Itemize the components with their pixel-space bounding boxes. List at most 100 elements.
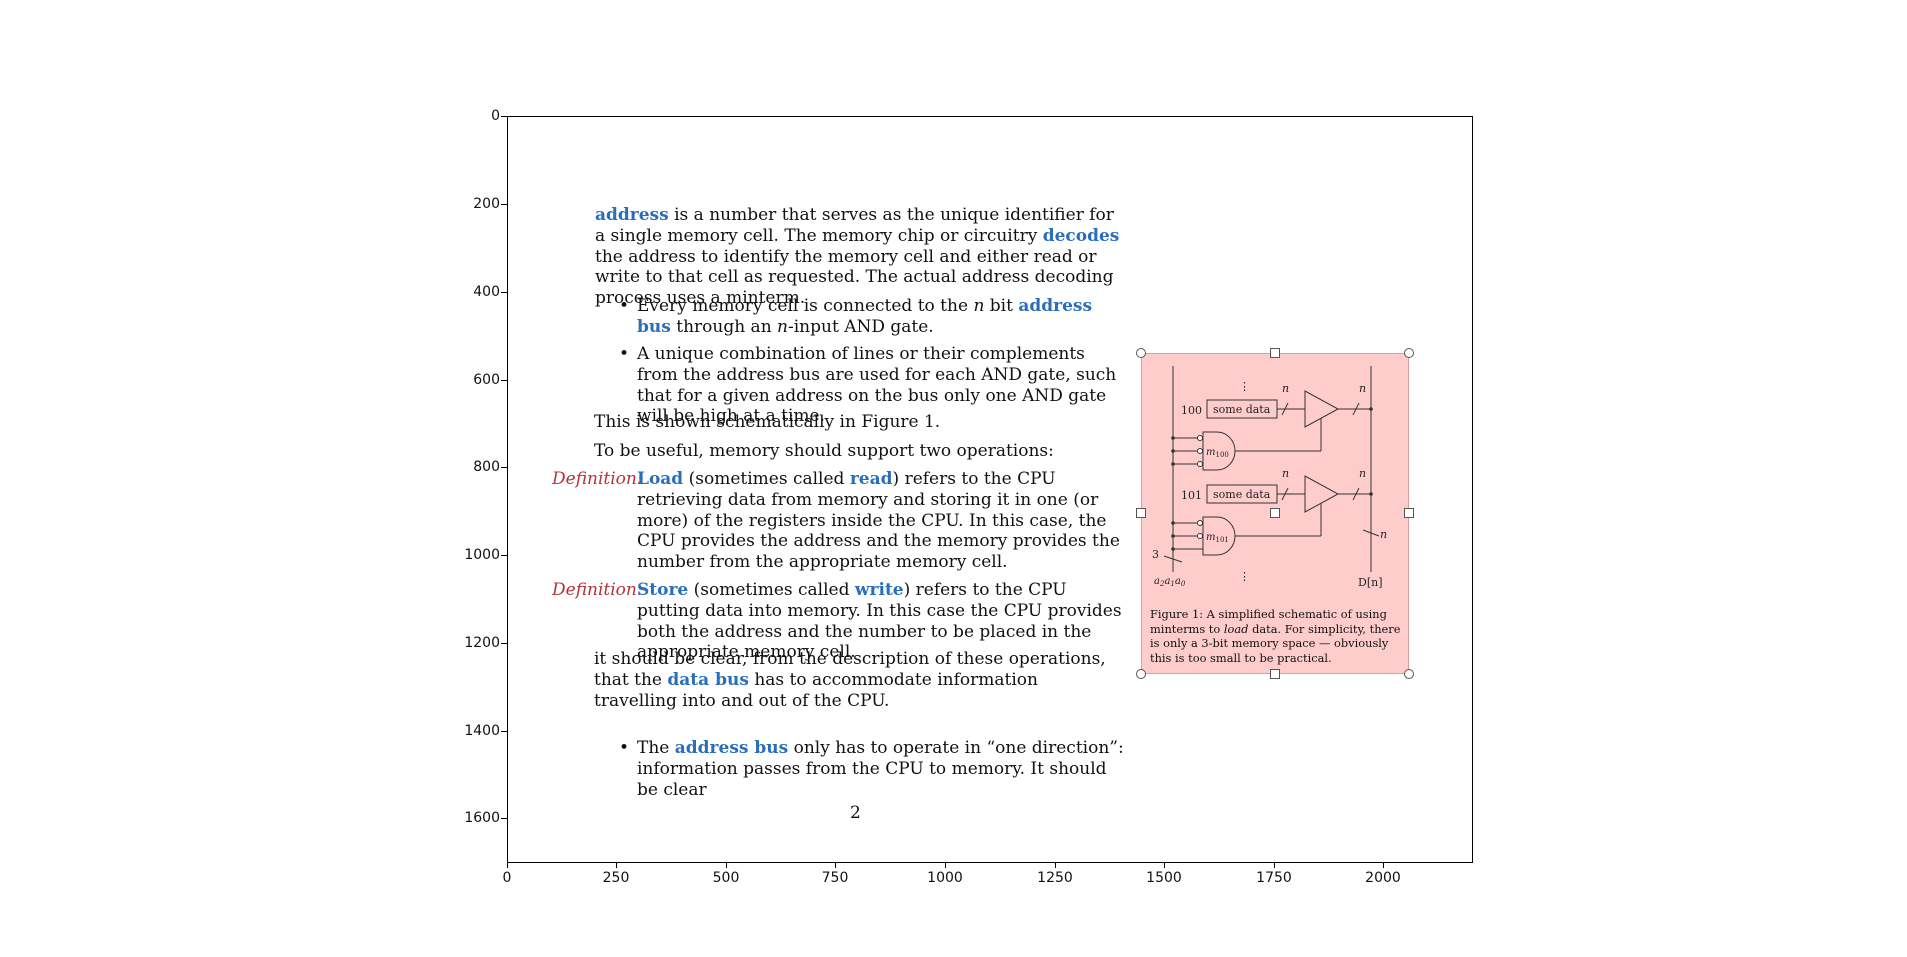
bus-width-label: n: [1282, 467, 1289, 480]
math-variable: n: [973, 296, 985, 316]
data-out-label: D[n]: [1358, 576, 1383, 589]
resize-handle-right[interactable]: [1404, 508, 1414, 518]
resize-handle-top[interactable]: [1270, 348, 1280, 358]
text: is a number that serves as the unique id…: [595, 205, 1114, 246]
text: has to accommodate information travellin…: [594, 669, 1038, 711]
definition-load: Load (sometimes called read) refers to t…: [637, 469, 1127, 573]
math-variable: n: [777, 316, 788, 337]
page-number: 2: [850, 803, 861, 823]
y-tick-label: 200: [473, 196, 500, 212]
definition-label: Definition:: [552, 580, 643, 600]
bus-slash: [1163, 555, 1183, 563]
junction-dot: [1171, 449, 1175, 453]
bus-width-label: n: [1359, 467, 1366, 480]
x-tick-label: 2000: [1365, 870, 1401, 886]
y-tick-mark: [501, 116, 507, 117]
inverter-bubble: [1197, 448, 1203, 454]
x-tick-mark: [1164, 862, 1165, 868]
address-width-label: 3: [1152, 548, 1159, 561]
bus-width-label: n: [1380, 528, 1387, 541]
junction-dot: [1171, 534, 1175, 538]
text: Every memory cell is connected to the: [637, 296, 974, 316]
text: through an: [670, 316, 778, 337]
bullet-dot: •: [619, 344, 630, 364]
resize-handle-bottom-right[interactable]: [1404, 669, 1414, 679]
x-tick-label: 1250: [1037, 870, 1073, 886]
y-tick-label: 1400: [464, 723, 500, 739]
term-address-bus: address bus: [674, 738, 789, 758]
text: it should be clear, from the description…: [594, 649, 1106, 690]
resize-handle-bottom-left[interactable]: [1136, 669, 1146, 679]
inverter-bubble: [1197, 520, 1203, 526]
bus-width-label: n: [1359, 382, 1366, 395]
list-item: Every memory cell is connected to the n …: [637, 296, 1127, 338]
and-gate: [1202, 516, 1236, 556]
y-tick-mark: [501, 380, 507, 381]
term-store: Store: [637, 580, 689, 600]
term-address: address: [595, 205, 669, 225]
inverter-bubble: [1197, 461, 1203, 467]
term-read: read: [849, 469, 893, 489]
move-handle-center[interactable]: [1270, 508, 1280, 518]
bus-slash: [1281, 487, 1289, 501]
text: -input AND gate.: [788, 316, 934, 337]
minterm-label: m101: [1206, 532, 1229, 544]
term-decodes: decodes: [1042, 225, 1120, 246]
address-label: 101: [1181, 489, 1202, 502]
schematic-diagram: 100 101 some data some data n n n n n m1…: [1152, 366, 1387, 589]
term-load: Load: [637, 469, 684, 489]
text: (sometimes called: [683, 469, 850, 489]
resize-handle-left[interactable]: [1136, 508, 1146, 518]
x-tick-label: 750: [821, 870, 849, 886]
paragraph-address: address is a number that serves as the u…: [595, 205, 1125, 309]
text: the address to identify the memory cell …: [595, 246, 1114, 309]
address-bits-label: a2a1a0: [1154, 576, 1186, 588]
y-tick-label: 600: [473, 372, 500, 388]
y-tick-mark: [501, 292, 507, 293]
y-tick-mark: [501, 818, 507, 819]
resize-handle-top-left[interactable]: [1136, 348, 1146, 358]
term-address-bus: address bus: [637, 296, 1093, 337]
inverter-bubble: [1197, 533, 1203, 539]
ellipsis-label: ⋮: [1239, 380, 1250, 393]
y-tick-label: 0: [491, 108, 500, 124]
junction-dot: [1171, 462, 1175, 466]
x-tick-label: 1500: [1146, 870, 1182, 886]
data-cell-label: some data: [1213, 403, 1271, 416]
paragraph-operations: To be useful, memory should support two …: [594, 441, 1054, 461]
definition-label: Definition:: [552, 469, 643, 489]
x-tick-label: 500: [712, 870, 740, 886]
text: only has to operate in “one direction”: …: [637, 738, 1124, 800]
figure-caption: Figure 1: A simplified schematic of usin…: [1150, 607, 1402, 665]
junction-dot: [1369, 407, 1373, 411]
ellipsis-label: ⋮: [1239, 570, 1250, 583]
y-tick-mark: [501, 731, 507, 732]
junction-dot: [1171, 436, 1175, 440]
x-tick-label: 1750: [1256, 870, 1292, 886]
y-tick-mark: [501, 643, 507, 644]
y-tick-label: 1600: [464, 810, 500, 826]
data-cell-label: some data: [1213, 488, 1271, 501]
x-tick-mark: [945, 862, 946, 868]
bus-slash: [1281, 402, 1289, 416]
text: ) refers to the CPU retrieving data from…: [637, 469, 1120, 573]
y-tick-label: 400: [473, 284, 500, 300]
paragraph-schematic: This is shown schematically in Figure 1.: [594, 412, 941, 432]
y-tick-mark: [501, 204, 507, 205]
x-tick-label: 1000: [927, 870, 963, 886]
bullet-dot: •: [619, 296, 630, 316]
x-tick-mark: [616, 862, 617, 868]
paragraph-data-bus: it should be clear, from the description…: [594, 649, 1126, 711]
x-tick-mark: [726, 862, 727, 868]
x-tick-mark: [1055, 862, 1056, 868]
resize-handle-bottom[interactable]: [1270, 669, 1280, 679]
list-item: The address bus only has to operate in “…: [637, 738, 1127, 800]
x-tick-label: 250: [602, 870, 630, 886]
x-tick-mark: [1274, 862, 1275, 868]
x-tick-mark: [507, 862, 508, 868]
list-item: A unique combination of lines or their c…: [637, 344, 1127, 427]
resize-handle-top-right[interactable]: [1404, 348, 1414, 358]
x-tick-label: 0: [502, 870, 512, 886]
text: bit: [984, 296, 1019, 316]
address-label: 100: [1181, 404, 1202, 417]
